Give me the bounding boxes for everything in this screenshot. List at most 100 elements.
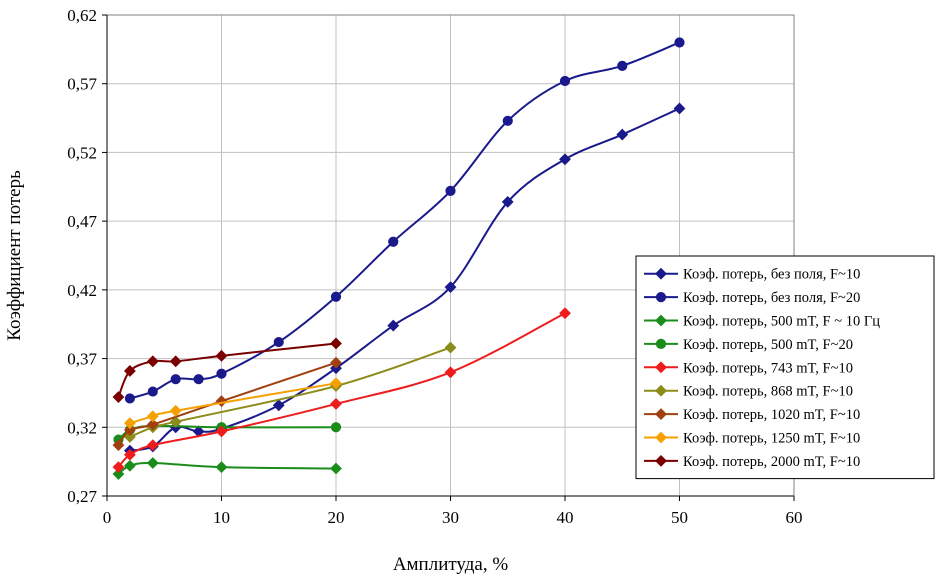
data-point	[193, 374, 204, 385]
data-point	[330, 462, 342, 475]
y-tick-label: 0,47	[67, 212, 97, 231]
data-point	[444, 366, 457, 379]
data-point	[123, 448, 136, 461]
y-tick-label: 0,52	[67, 143, 97, 162]
legend-box	[635, 255, 935, 480]
x-tick-label: 30	[442, 508, 459, 527]
data-point	[617, 60, 628, 71]
data-point	[502, 115, 513, 126]
legend-label: Коэф. потерь, 1020 mT, F~10	[683, 407, 860, 423]
data-point	[146, 418, 159, 431]
data-point	[330, 337, 342, 350]
data-point	[112, 468, 125, 480]
data-point	[330, 422, 342, 433]
data-point	[559, 75, 571, 87]
data-point	[444, 281, 457, 294]
data-point	[559, 307, 571, 320]
legend-label: Коэф. потерь, 743 mT, F~10	[683, 360, 853, 376]
series-line	[117, 312, 566, 468]
y-tick-label: 0,37	[67, 350, 97, 369]
series-7	[112, 356, 342, 452]
series-line	[129, 382, 337, 425]
data-point	[146, 457, 159, 469]
data-point	[112, 391, 125, 403]
legend-item: Коэф. потерь, без поля, F~20	[644, 290, 860, 306]
x-tick-label: 20	[328, 508, 345, 527]
legend-item: Коэф. потерь, 2000 mT, F~10	[644, 454, 860, 470]
data-point	[673, 102, 686, 115]
data-point	[501, 195, 514, 208]
y-axis-title: Коэффициент потерь	[4, 170, 25, 341]
data-point	[123, 430, 136, 443]
data-point	[215, 349, 228, 362]
legend-label: Коэф. потерь, 500 mT, F~20	[683, 337, 853, 353]
series-line	[117, 361, 337, 446]
data-point	[445, 185, 456, 197]
series-2	[124, 37, 685, 404]
data-point	[123, 365, 136, 377]
legend-marker	[655, 431, 667, 444]
series-8	[123, 377, 342, 430]
data-point	[215, 425, 228, 438]
data-point	[123, 417, 136, 430]
data-point	[123, 459, 136, 472]
data-point	[387, 319, 400, 332]
data-point	[124, 393, 135, 404]
legend-label: Коэф. потерь, 868 mT, F~10	[683, 384, 853, 400]
axis-ticks: 0 10 20 30 40 50 60 0,27 0,32 0,37 0,42 0,47 0,52 0,5…	[67, 6, 802, 527]
series-group	[112, 37, 686, 480]
data-point	[215, 395, 228, 408]
data-point	[330, 291, 342, 302]
series-line	[129, 107, 680, 452]
x-tick-label: 50	[671, 508, 688, 527]
data-point	[169, 415, 182, 428]
y-tick-label: 0,42	[67, 281, 97, 300]
y-tick-label: 0,57	[67, 75, 97, 94]
legend-marker	[655, 454, 667, 467]
series-5	[112, 307, 571, 474]
data-point	[330, 377, 342, 390]
legend-item: Коэф. потерь, 1250 mT, F~10	[644, 431, 860, 447]
data-point	[146, 439, 159, 452]
legend: Коэф. потерь, без поля, F~10 Коэф. потерь…	[635, 255, 935, 480]
series-1	[123, 102, 686, 457]
legend-marker	[655, 314, 667, 327]
x-tick-label: 40	[557, 508, 574, 527]
legend-item: Коэф. потерь, 1020 mT, F~10	[644, 407, 860, 423]
data-point	[559, 153, 571, 166]
legend-item: Коэф. потерь, 743 mT, F~10	[644, 360, 853, 376]
series-3	[112, 457, 342, 480]
x-tick-label: 10	[213, 508, 230, 527]
x-tick-label: 0	[103, 508, 112, 527]
legend-marker	[655, 338, 667, 349]
data-point	[169, 355, 182, 368]
legend-item: Коэф. потерь, 500 mT, F ~ 10 Гц	[644, 314, 880, 330]
data-point	[146, 410, 159, 423]
legend-marker	[655, 267, 667, 280]
series-9	[112, 337, 342, 403]
data-point	[147, 386, 158, 397]
data-point	[112, 461, 125, 474]
legend-marker	[655, 384, 667, 397]
legend-item: Коэф. потерь, без поля, F~10	[644, 267, 860, 283]
legend-label: Коэф. потерь, 2000 mT, F~10	[683, 454, 860, 470]
y-tick-label: 0,32	[67, 418, 97, 437]
y-tick-label: 0,62	[67, 6, 97, 25]
legend-marker	[655, 361, 667, 374]
legend-label: Коэф. потерь, без поля, F~10	[683, 267, 860, 283]
data-point	[216, 368, 227, 379]
data-point	[170, 374, 181, 385]
data-point	[388, 236, 399, 247]
data-point	[146, 355, 159, 368]
legend-marker	[655, 292, 667, 303]
legend-label: Коэф. потерь, без поля, F~20	[683, 290, 860, 306]
data-point	[616, 128, 629, 141]
series-line	[129, 41, 680, 400]
y-tick-label: 0,27	[67, 487, 97, 506]
legend-label: Коэф. потерь, 500 mT, F ~ 10 Гц	[683, 314, 880, 330]
data-point	[215, 461, 228, 474]
data-point	[112, 439, 125, 452]
data-point	[674, 37, 685, 48]
data-point	[330, 398, 342, 410]
